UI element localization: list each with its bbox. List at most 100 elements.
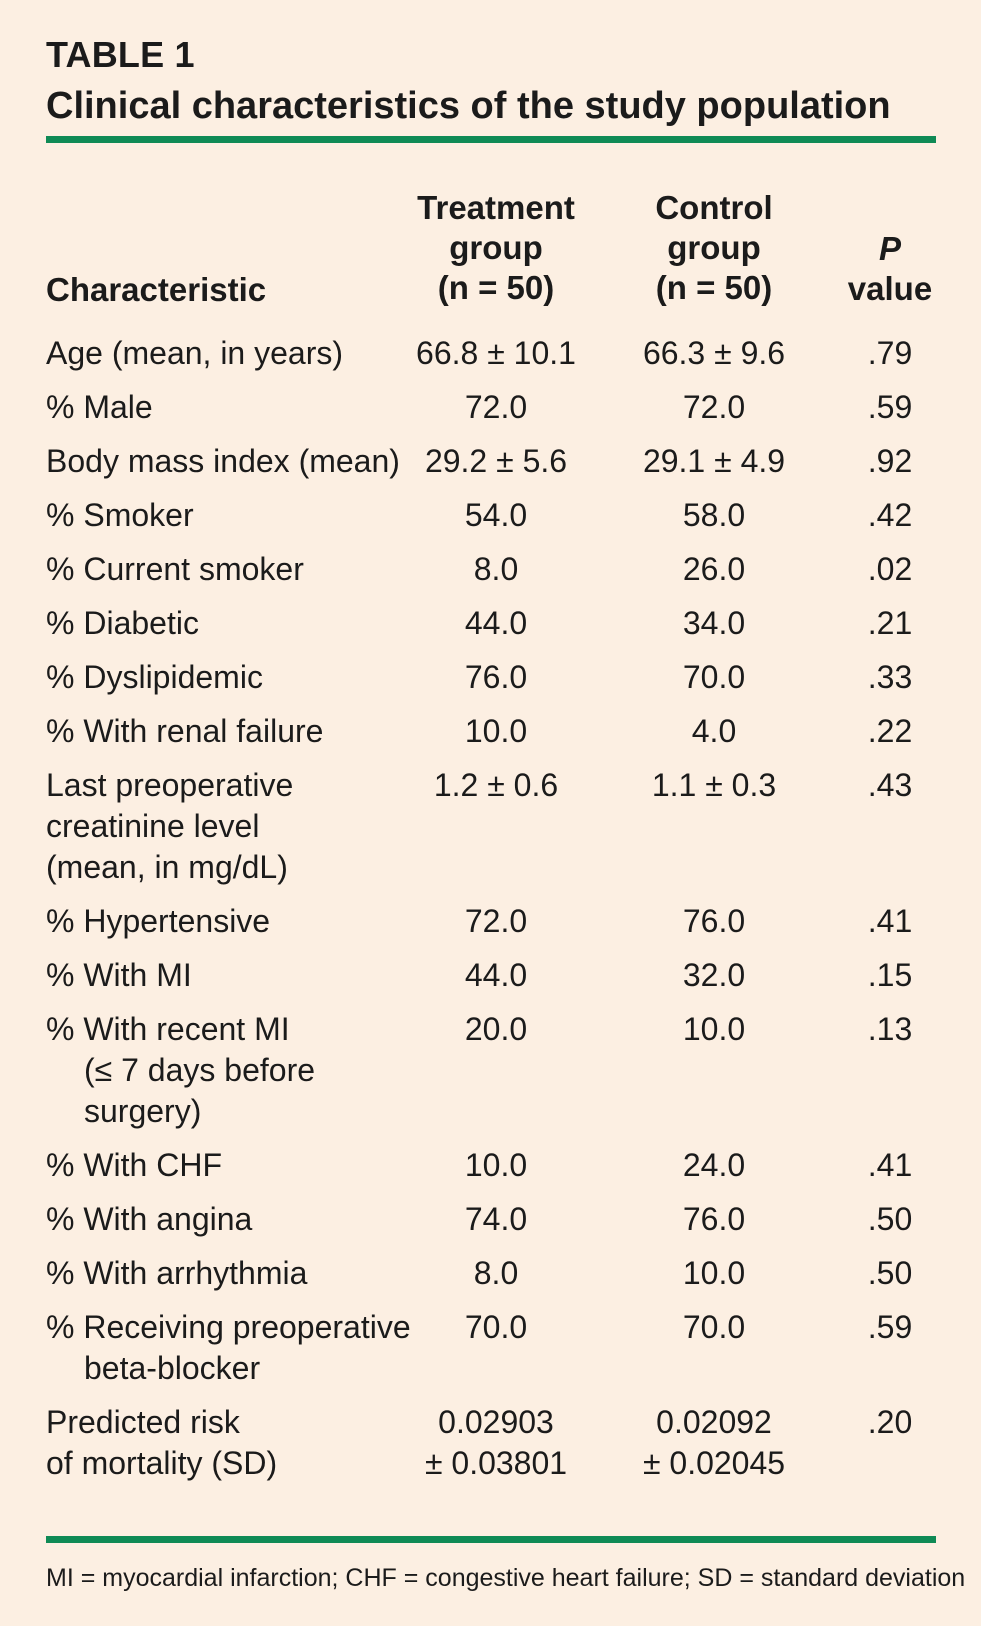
characteristic-cell: % With CHF xyxy=(46,1145,411,1186)
header-treatment-line: Treatment xyxy=(417,189,575,226)
p-value-cell: .21 xyxy=(867,605,913,641)
p-value-cell: .20 xyxy=(867,1404,913,1440)
characteristic-line: (mean, in mg/dL) xyxy=(46,849,288,885)
p-value-cell: .79 xyxy=(867,335,913,371)
characteristic-cell: Last preoperative creatinine level (mean, … xyxy=(46,765,411,888)
characteristic-line: % With arrhythmia xyxy=(46,1255,308,1291)
header-p-value: P value xyxy=(830,229,950,309)
treatment-value-cell: 54.0 xyxy=(396,495,596,536)
control-value: 26.0 xyxy=(682,551,746,587)
characteristic-cell: % Male xyxy=(46,387,411,428)
control-value: 4.0 xyxy=(691,713,737,749)
header-p-line: P xyxy=(878,230,901,267)
characteristic-line: % With CHF xyxy=(46,1147,222,1183)
table-row: % With arrhythmia 8.0 10.0 .50 xyxy=(0,1253,981,1294)
treatment-value: 1.2 ± 0.6 xyxy=(433,767,559,803)
control-value-cell: 70.0 xyxy=(614,1307,814,1348)
control-value: 34.0 xyxy=(682,605,746,641)
characteristic-line: % Smoker xyxy=(46,497,194,533)
control-value: 70.0 xyxy=(682,1309,746,1345)
table-row: % Current smoker 8.0 26.0 .02 xyxy=(0,549,981,590)
treatment-value: 54.0 xyxy=(464,497,528,533)
characteristic-cell: % With angina xyxy=(46,1199,411,1240)
treatment-value: 29.2 ± 5.6 xyxy=(424,443,568,479)
treatment-value-cell: 8.0 xyxy=(396,1253,596,1294)
characteristic-cell: % With renal failure xyxy=(46,711,411,752)
control-value-cell: 72.0 xyxy=(614,387,814,428)
p-value-cell: .41 xyxy=(867,1147,913,1183)
treatment-value: 70.0 xyxy=(464,1309,528,1345)
characteristic-cell: % With arrhythmia xyxy=(46,1253,411,1294)
p-value-cell: .59 xyxy=(867,1309,913,1345)
characteristic-line: creatinine level xyxy=(46,808,260,844)
treatment-value-cell: 20.0 xyxy=(396,1009,596,1050)
treatment-value: ± 0.03801 xyxy=(424,1445,568,1481)
characteristic-line: % Hypertensive xyxy=(46,903,271,939)
control-value: ± 0.02045 xyxy=(642,1445,786,1481)
p-value-cell: .92 xyxy=(867,443,913,479)
characteristic-cell: % With MI xyxy=(46,955,411,996)
characteristic-line: % With renal failure xyxy=(46,713,324,749)
control-value: 10.0 xyxy=(682,1011,746,1047)
characteristic-cell: Predicted risk of mortality (SD) xyxy=(46,1402,411,1484)
treatment-value: 72.0 xyxy=(464,389,528,425)
control-value: 32.0 xyxy=(682,957,746,993)
table-row: % Smoker 54.0 58.0 .42 xyxy=(0,495,981,536)
treatment-value-cell: 0.02903 ± 0.03801 xyxy=(396,1402,596,1484)
table-row: % With angina 74.0 76.0 .50 xyxy=(0,1199,981,1240)
control-value-cell: 70.0 xyxy=(614,657,814,698)
treatment-value-cell: 29.2 ± 5.6 xyxy=(396,441,596,482)
treatment-value: 72.0 xyxy=(464,903,528,939)
table-body: Age (mean, in years) 66.8 ± 10.1 66.3 ± 9.… xyxy=(0,333,981,1497)
table-row: % With renal failure 10.0 4.0 .22 xyxy=(0,711,981,752)
header-treatment-group: Treatment group (n = 50) xyxy=(396,188,596,308)
control-value: 1.1 ± 0.3 xyxy=(651,767,777,803)
characteristic-cell: % Dyslipidemic xyxy=(46,657,411,698)
table-row: % With MI 44.0 32.0 .15 xyxy=(0,955,981,996)
control-value-cell: 32.0 xyxy=(614,955,814,996)
control-value-cell: 24.0 xyxy=(614,1145,814,1186)
characteristic-cell: Age (mean, in years) xyxy=(46,333,411,374)
control-value: 72.0 xyxy=(682,389,746,425)
characteristic-line: Body mass index (mean) xyxy=(46,443,400,479)
treatment-value: 10.0 xyxy=(464,713,528,749)
table-row: Predicted risk of mortality (SD) 0.02903 ± … xyxy=(0,1402,981,1484)
control-value-cell: 10.0 xyxy=(614,1253,814,1294)
header-control-line: group xyxy=(667,229,761,266)
treatment-value-cell: 72.0 xyxy=(396,387,596,428)
treatment-value-cell: 44.0 xyxy=(396,955,596,996)
treatment-value-cell: 72.0 xyxy=(396,901,596,942)
table-row: % With CHF 10.0 24.0 .41 xyxy=(0,1145,981,1186)
control-value: 58.0 xyxy=(682,497,746,533)
control-value-cell: 1.1 ± 0.3 xyxy=(614,765,814,806)
control-value: 29.1 ± 4.9 xyxy=(642,443,786,479)
control-value-cell: 66.3 ± 9.6 xyxy=(614,333,814,374)
p-value-cell: .59 xyxy=(867,389,913,425)
header-control-line: (n = 50) xyxy=(655,269,773,306)
characteristic-cell: % Current smoker xyxy=(46,549,411,590)
treatment-value-cell: 70.0 xyxy=(396,1307,596,1348)
top-rule xyxy=(46,136,936,143)
header-p-line: value xyxy=(847,270,933,307)
treatment-value: 10.0 xyxy=(464,1147,528,1183)
characteristic-line: % With MI xyxy=(46,957,192,993)
characteristic-line: (≤ 7 days before xyxy=(84,1052,316,1088)
table-title: Clinical characteristics of the study po… xyxy=(46,85,891,127)
control-value-cell: 76.0 xyxy=(614,901,814,942)
treatment-value: 20.0 xyxy=(464,1011,528,1047)
treatment-value-cell: 8.0 xyxy=(396,549,596,590)
characteristic-cell: % Hypertensive xyxy=(46,901,411,942)
control-value-cell: 26.0 xyxy=(614,549,814,590)
treatment-value: 44.0 xyxy=(464,957,528,993)
characteristic-line: % With recent MI xyxy=(46,1011,290,1047)
characteristic-line: Predicted risk xyxy=(46,1404,240,1440)
table-row: % Diabetic 44.0 34.0 .21 xyxy=(0,603,981,644)
treatment-value: 74.0 xyxy=(464,1201,528,1237)
characteristic-line: Age (mean, in years) xyxy=(46,335,344,371)
p-value-cell: .22 xyxy=(867,713,913,749)
treatment-value: 44.0 xyxy=(464,605,528,641)
characteristic-line: % Receiving preoperative xyxy=(46,1309,411,1345)
treatment-value-cell: 44.0 xyxy=(396,603,596,644)
header-treatment-line: group xyxy=(449,229,543,266)
control-value-cell: 29.1 ± 4.9 xyxy=(614,441,814,482)
